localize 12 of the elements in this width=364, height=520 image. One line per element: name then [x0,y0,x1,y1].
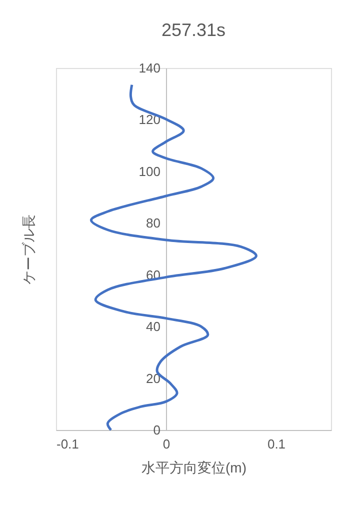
y-tick-label: 140 [138,60,160,76]
y-tick-label: 0 [153,422,160,438]
x-axis-title: 水平方向変位(m) [142,460,246,476]
chart-title: 257.31s [161,20,226,40]
y-tick-label: 80 [146,216,160,231]
y-tick-label: 20 [146,370,160,386]
y-axis-title: ケーブル長 [20,214,36,284]
y-tick-label: 100 [138,164,160,179]
x-tick-label: 0.1 [267,436,286,452]
x-tick-label: 0 [162,436,170,452]
y-tick-label: 40 [146,319,160,334]
x-tick-label: -0.1 [56,436,79,452]
